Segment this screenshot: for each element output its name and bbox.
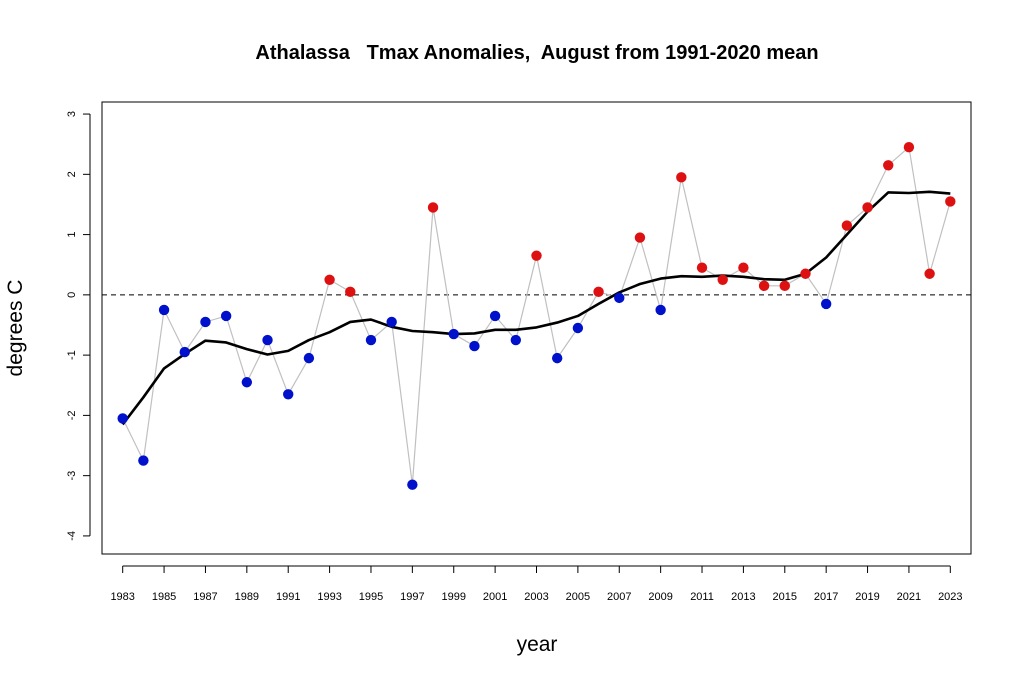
x-tick-label: 2013 <box>731 591 755 603</box>
x-tick-label: 1983 <box>110 591 134 603</box>
data-point <box>241 377 253 388</box>
data-point <box>924 268 935 279</box>
x-tick-label: 1995 <box>359 591 383 603</box>
x-tick-label: 1991 <box>276 591 300 603</box>
data-point <box>365 334 377 346</box>
data-point <box>407 479 418 490</box>
data-point <box>531 250 542 261</box>
data-point <box>489 310 501 322</box>
chart-title: Athalassa Tmax Anomalies, August from 19… <box>255 42 818 64</box>
smoothed-trend-line <box>121 190 951 426</box>
x-tick-label: 2011 <box>690 591 714 603</box>
y-tick-label: -3 <box>66 471 78 481</box>
data-point <box>220 310 232 322</box>
data-point <box>738 262 749 273</box>
x-tick-label: 2017 <box>814 591 838 603</box>
data-point <box>138 455 149 466</box>
x-tick-label: 1999 <box>441 591 465 603</box>
data-point <box>572 322 584 334</box>
data-point <box>593 286 604 298</box>
x-axis-label: year <box>517 633 558 656</box>
data-point <box>427 202 439 213</box>
x-tick-label: 2003 <box>524 591 548 603</box>
y-axis: -4 -3 -2 -1 0 1 2 3 <box>66 111 91 541</box>
connector-line-layer <box>122 146 951 485</box>
data-point <box>510 334 522 346</box>
y-axis-label: degrees C <box>4 280 27 377</box>
data-point <box>117 413 128 424</box>
data-point <box>283 389 294 400</box>
data-points-layer <box>117 142 956 490</box>
data-point <box>696 262 708 273</box>
data-point <box>448 328 459 340</box>
x-tick-label: 2015 <box>773 591 797 603</box>
x-tick-label: 2005 <box>566 591 590 603</box>
data-point <box>676 172 687 183</box>
y-tick-label: 1 <box>66 232 78 238</box>
data-point <box>655 304 666 316</box>
y-tick-label: 2 <box>66 171 78 177</box>
data-point <box>614 292 625 304</box>
x-tick-label: 1987 <box>193 591 217 603</box>
data-point <box>634 232 646 243</box>
x-tick-label: 2001 <box>483 591 507 603</box>
x-tick-label: 1993 <box>317 591 341 603</box>
x-axis: 1983 1985 1987 1989 1991 1993 1995 1997 1999 2001… <box>110 565 963 603</box>
y-tick-label: -4 <box>66 531 78 541</box>
x-tick-label: 2007 <box>607 591 631 603</box>
x-tick-label: 2023 <box>938 591 962 603</box>
data-point <box>551 352 563 364</box>
plot-frame <box>101 101 972 555</box>
smoothed-trend-layer <box>121 190 951 426</box>
x-tick-label: 1997 <box>400 591 424 603</box>
x-tick-label: 2019 <box>855 591 879 603</box>
data-point <box>200 316 211 328</box>
data-point <box>303 352 315 364</box>
data-point <box>179 346 190 358</box>
x-tick-label: 1989 <box>235 591 259 603</box>
y-tick-label: 3 <box>66 111 78 117</box>
data-point <box>469 340 480 352</box>
data-point <box>945 196 956 207</box>
anomaly-connector-line <box>122 146 951 485</box>
y-tick-label: -2 <box>66 410 78 420</box>
data-point <box>717 274 728 285</box>
data-point <box>903 142 915 153</box>
x-tick-label: 2009 <box>648 591 672 603</box>
data-point <box>758 280 770 292</box>
data-point <box>158 304 170 316</box>
x-tick-label: 2021 <box>897 591 921 603</box>
data-point <box>779 280 790 292</box>
data-point <box>841 220 853 231</box>
data-point <box>820 298 832 310</box>
data-point <box>262 334 273 346</box>
y-tick-label: -1 <box>66 350 78 360</box>
x-tick-label: 1985 <box>152 591 176 603</box>
data-point <box>800 268 811 279</box>
data-point <box>345 286 356 298</box>
y-tick-label: 0 <box>66 292 78 298</box>
data-point <box>883 160 894 171</box>
data-point <box>386 316 397 328</box>
data-point <box>324 274 335 285</box>
data-point <box>862 202 873 213</box>
